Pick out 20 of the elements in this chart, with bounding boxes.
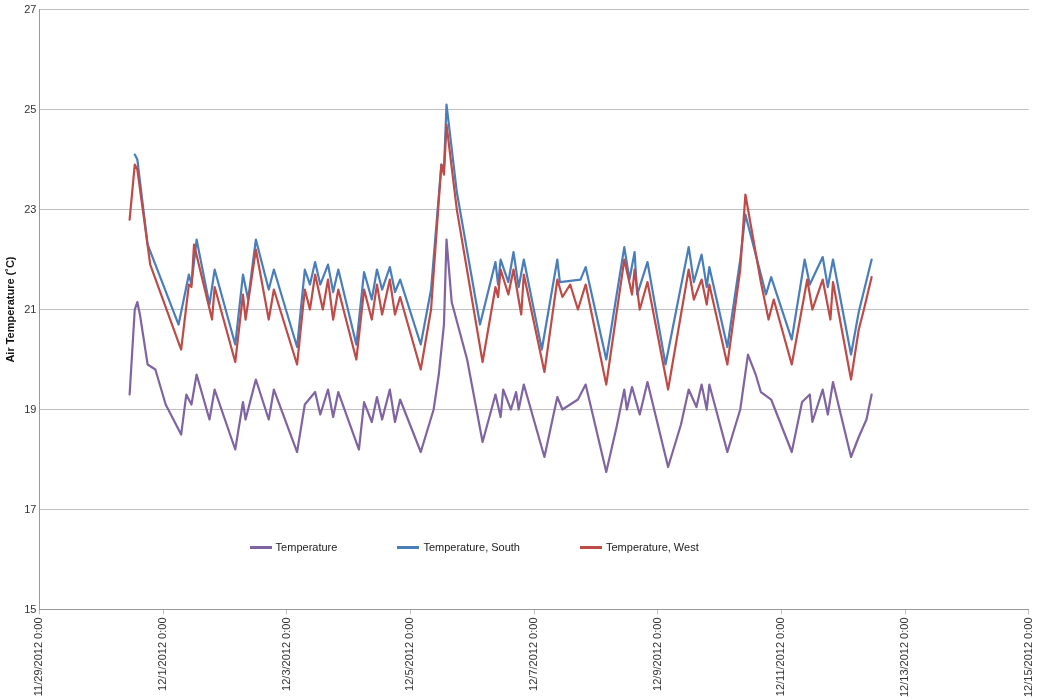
legend-label: Temperature, West — [606, 541, 699, 554]
x-tick-label: 12/3/2012 0:00 — [279, 617, 292, 691]
x-tick-label: 12/5/2012 0:00 — [403, 617, 416, 691]
legend-label: Temperature, South — [423, 541, 520, 554]
x-tick-label: 12/13/2012 0:00 — [898, 617, 911, 698]
y-tick-label: 17 — [24, 502, 37, 515]
x-tick-label: 12/9/2012 0:00 — [650, 617, 663, 691]
y-tick-label: 27 — [24, 2, 37, 15]
y-tick-label: 23 — [24, 202, 37, 215]
y-tick-label: 15 — [24, 602, 37, 615]
y-tick-label: 19 — [24, 402, 37, 415]
legend-label: Temperature — [275, 541, 338, 554]
x-tick-label: 11/29/2012 0:00 — [32, 617, 45, 697]
x-tick-label: 12/11/2012 0:00 — [774, 617, 787, 697]
y-tick-label: 25 — [24, 102, 37, 115]
x-tick-label: 12/7/2012 0:00 — [527, 617, 540, 691]
y-tick-label: 21 — [24, 302, 37, 315]
y-axis-title: Air Temperature (˚C) — [3, 256, 16, 363]
x-tick-label: 12/15/2012 0:00 — [1021, 617, 1034, 698]
x-tick-label: 12/1/2012 0:00 — [156, 617, 169, 691]
